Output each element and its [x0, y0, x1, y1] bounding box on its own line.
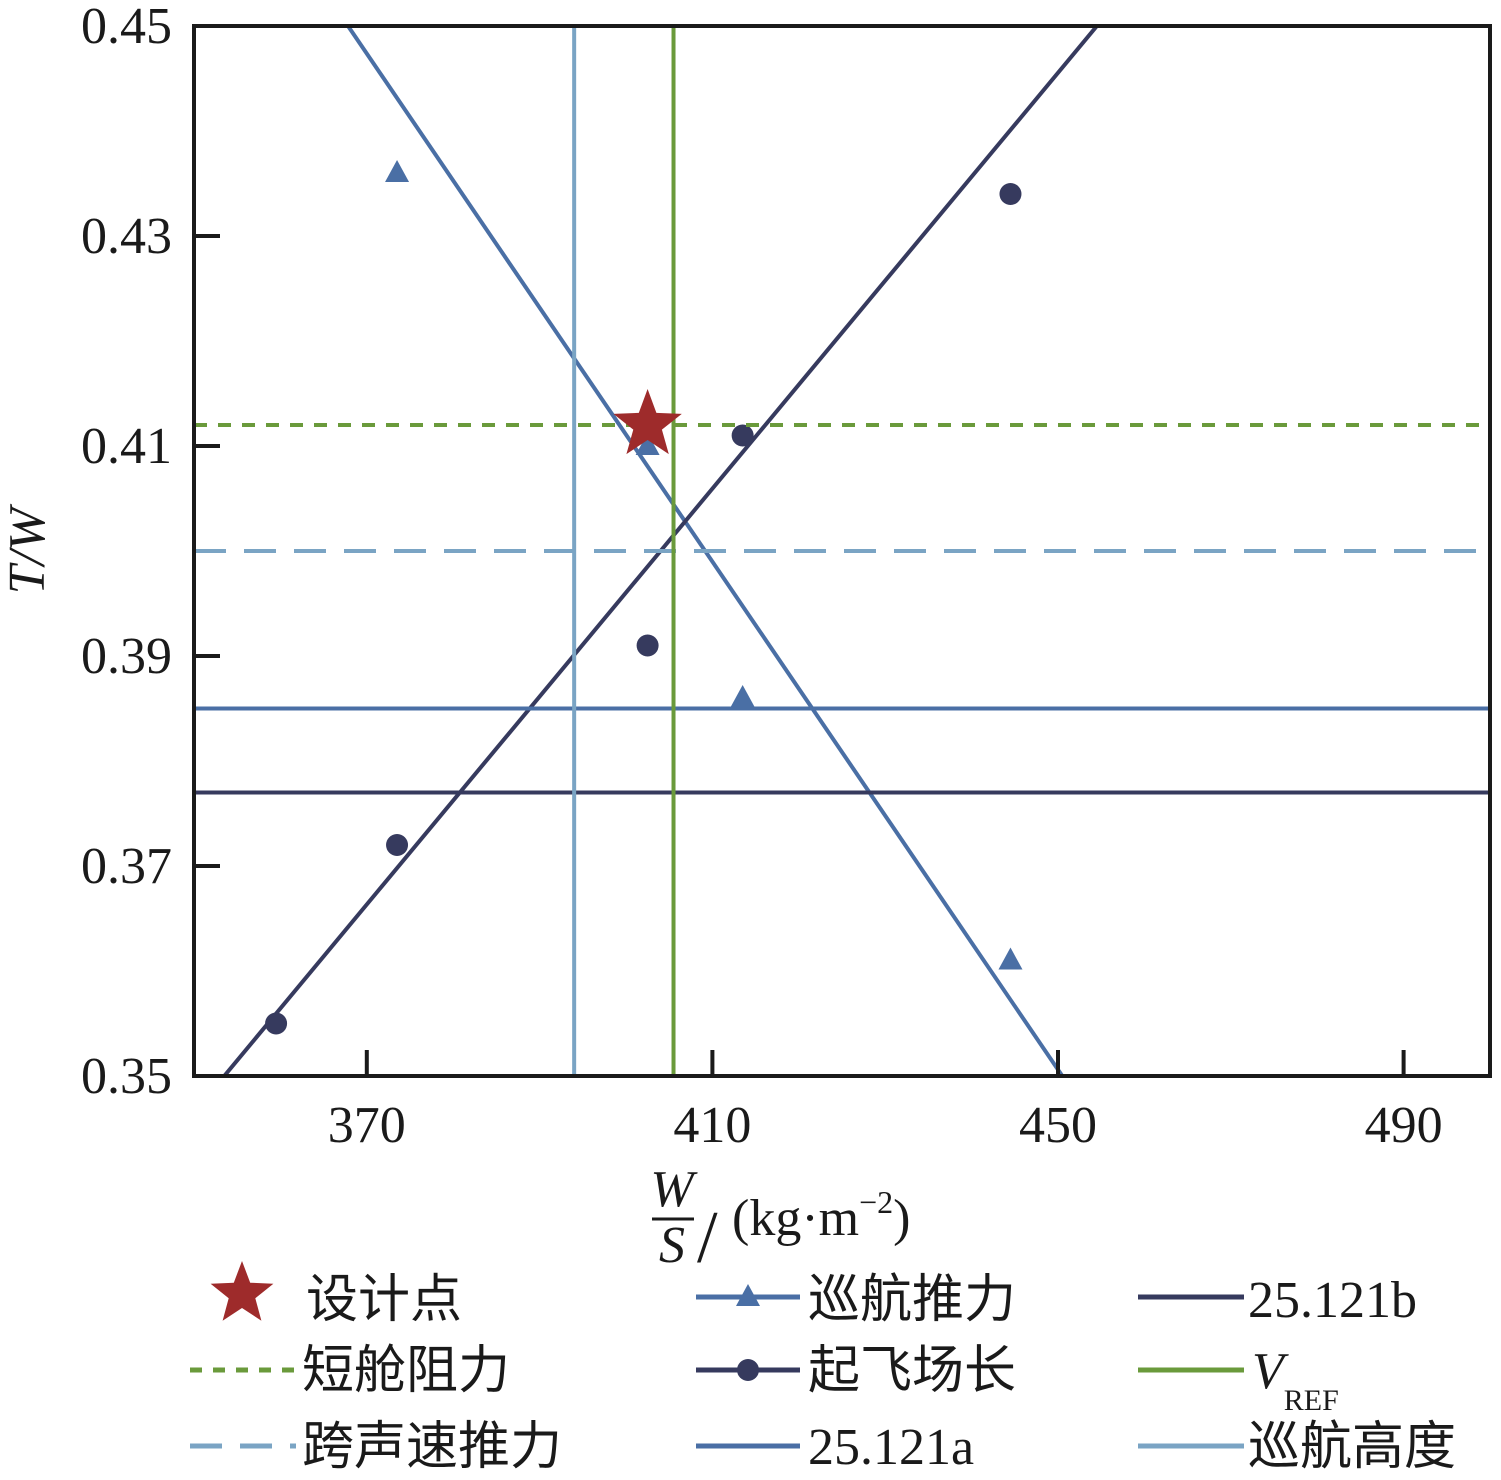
series-line-cruise-thrust	[345, 26, 1064, 1076]
legend-label-design-point: 设计点	[306, 1272, 462, 1329]
design-point-star	[613, 389, 682, 455]
data-point-takeoff-field-length-1	[386, 834, 409, 856]
x-axis-title-numerator: W	[650, 1161, 698, 1218]
legend-label-v-ref-subscript: REF	[1284, 1384, 1339, 1417]
x-tick-label: 410	[673, 1097, 751, 1154]
legend-item-design-point: 设计点	[210, 1261, 462, 1329]
y-tick-label: 0.45	[81, 0, 172, 55]
y-axis-title: T/W	[0, 503, 56, 594]
y-tick-label: 0.39	[81, 628, 172, 685]
legend: 设计点 短舱阻力 跨声速推力 巡航推力 起飞场长 25.121a 25.121b	[190, 1261, 1456, 1476]
x-tick-label: 490	[1365, 1097, 1443, 1154]
x-tick-label: 450	[1019, 1097, 1097, 1154]
legend-item-nacelle-drag: 短舱阻力	[190, 1343, 510, 1400]
legend-label-takeoff-field-length: 起飞场长	[808, 1343, 1016, 1400]
legend-label-nacelle-drag: 短舱阻力	[302, 1343, 510, 1400]
legend-label-cruise-altitude: 巡航高度	[1248, 1419, 1456, 1476]
legend-item-cruise-thrust: 巡航推力	[696, 1272, 1016, 1329]
x-axis-title-denominator: S	[659, 1217, 685, 1274]
legend-item-cruise-altitude: 巡航高度	[1138, 1419, 1456, 1476]
circle-icon	[737, 1359, 759, 1381]
data-point-cruise-thrust-1	[635, 433, 660, 455]
data-point-takeoff-field-length-0	[265, 1012, 288, 1035]
plot-frame	[192, 24, 1492, 1078]
tick-layer: 370 410 450 490 0.35 0.37 0.39 0.41 0.43 0.45	[81, 0, 1443, 1154]
x-axis-title: W S / (kg·m−2)	[650, 1161, 910, 1279]
triangle-icon	[736, 1284, 760, 1306]
legend-label-25-121b: 25.121b	[1248, 1272, 1417, 1329]
x-axis-title-slash: /	[697, 1197, 718, 1279]
data-point-cruise-thrust-3	[998, 947, 1023, 970]
legend-label-transonic-thrust: 跨声速推力	[302, 1419, 562, 1476]
legend-label-cruise-thrust: 巡航推力	[808, 1272, 1016, 1329]
legend-item-25-121b: 25.121b	[1138, 1272, 1417, 1329]
x-tick-label: 370	[328, 1097, 406, 1154]
data-point-cruise-thrust-0	[385, 160, 410, 182]
marker-layer	[613, 389, 682, 455]
y-tick-label: 0.35	[81, 1048, 172, 1105]
y-tick-label: 0.37	[81, 838, 172, 895]
x-axis-title-unit-exponent: −2	[859, 1184, 893, 1220]
legend-item-takeoff-field-length: 起飞场长	[696, 1343, 1016, 1400]
x-axis-title-unit: (kg·m−2)	[732, 1184, 910, 1247]
legend-item-v-ref: VREF	[1138, 1343, 1339, 1417]
data-point-takeoff-field-length-3	[731, 424, 754, 447]
y-tick-label: 0.43	[81, 208, 172, 265]
star-icon	[210, 1261, 274, 1321]
series-layer	[194, 26, 1490, 1076]
legend-label-v-ref: VREF	[1252, 1343, 1339, 1417]
legend-label-25-121a: 25.121a	[808, 1419, 974, 1476]
legend-item-transonic-thrust: 跨声速推力	[190, 1419, 562, 1476]
data-point-cruise-thrust-2	[730, 685, 755, 707]
legend-item-25-121a: 25.121a	[696, 1419, 974, 1476]
data-point-takeoff-field-length-4	[999, 183, 1022, 205]
y-tick-label: 0.41	[81, 418, 172, 475]
data-point-takeoff-field-length-2	[636, 634, 659, 657]
